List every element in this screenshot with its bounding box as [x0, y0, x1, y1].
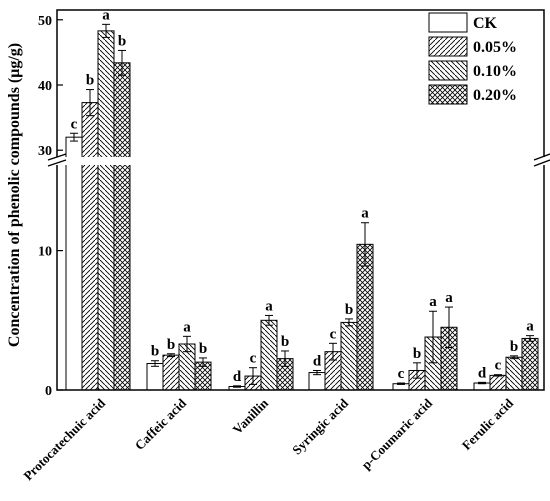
error-bar [183, 335, 191, 353]
error-bar [526, 335, 534, 342]
y-axis-title: Concentration of phenolic compounds (μg/… [6, 43, 23, 347]
error-bars-layer [70, 23, 534, 388]
error-bar [70, 132, 78, 142]
x-category-label: Syringic acid [289, 395, 351, 457]
axis-break [47, 153, 550, 167]
bar-020-5 [521, 337, 539, 391]
significance-label: b [167, 337, 175, 353]
error-bar [494, 374, 502, 377]
error-bar [233, 385, 241, 388]
significance-label: c [250, 351, 257, 367]
legend-swatch [428, 84, 468, 105]
y-tick-label: 0 [45, 384, 52, 399]
legend-swatch [428, 36, 468, 57]
bar-010-3 [340, 321, 358, 391]
significance-label: a [445, 290, 453, 306]
legend: CK 0.05% 0.10% 0.20% [428, 12, 517, 105]
error-bar [102, 23, 110, 38]
bar-020-0 [113, 62, 131, 391]
bar-005-5 [489, 374, 507, 391]
significance-label: c [71, 116, 78, 132]
bar-010-5 [505, 356, 523, 391]
significance-label: d [313, 353, 322, 369]
bar-CK-3 [308, 372, 326, 391]
significance-label: b [151, 344, 159, 360]
x-category-label: Vanillin [230, 395, 272, 437]
significance-label: a [265, 298, 273, 314]
legend-item: 0.05% [428, 36, 517, 57]
bar-CK-0 [65, 136, 83, 391]
significance-label: a [429, 294, 437, 310]
error-bar [445, 306, 453, 348]
significance-label: a [526, 319, 534, 335]
significance-label: a [102, 7, 110, 23]
x-category-label: p-Coumaric acid [358, 395, 435, 472]
legend-swatch [428, 12, 468, 33]
significance-label: b [199, 341, 207, 357]
x-category-label: Caffeic acid [132, 395, 190, 453]
significance-label: c [495, 358, 502, 374]
error-bar [281, 350, 289, 367]
error-bar [199, 357, 207, 367]
error-bar [478, 381, 486, 385]
significance-label: b [510, 339, 518, 355]
y-tick-label: 40 [38, 79, 52, 94]
significance-label: a [361, 206, 369, 222]
significance-label: b [118, 33, 126, 49]
error-bar [167, 353, 175, 358]
significance-label: b [281, 334, 289, 350]
error-bar [329, 342, 337, 361]
y-tick-label: 30 [38, 144, 52, 159]
significance-label: d [478, 365, 487, 381]
bar-010-0 [97, 30, 115, 391]
significance-label: d [233, 369, 242, 385]
legend-label: CK [473, 15, 498, 32]
significance-label: b [413, 346, 421, 362]
legend-label: 0.05% [473, 39, 517, 56]
bar-CK-1 [146, 363, 164, 391]
legend-item: 0.20% [428, 84, 517, 105]
error-bar [413, 362, 421, 379]
error-bar [361, 222, 369, 267]
error-bar [118, 49, 126, 76]
error-bar [345, 318, 353, 327]
plot-frame [56, 9, 545, 391]
error-bar [249, 367, 257, 385]
significance-label: c [330, 326, 337, 342]
error-bar [429, 310, 437, 364]
legend-item: 0.10% [428, 60, 517, 81]
x-category-label: Protocatechuic acid [20, 395, 108, 483]
significance-label: a [183, 319, 191, 335]
bar-010-2 [260, 319, 278, 391]
x-axis: Protocatechuic acid Caffeic acid Vanillin S… [20, 385, 517, 483]
legend-swatch [428, 60, 468, 81]
significance-label: b [345, 302, 353, 318]
legend-label: 0.10% [473, 63, 517, 80]
bar-005-0 [81, 102, 99, 391]
legend-label: 0.20% [473, 87, 517, 104]
bar-005-1 [162, 354, 180, 391]
significance-label: c [398, 366, 405, 382]
y-axis: 0 10 30 40 50 [38, 14, 63, 399]
y-tick-label: 10 [38, 245, 52, 260]
error-bar [313, 369, 321, 376]
error-bar [265, 314, 273, 326]
error-bar [510, 355, 518, 360]
error-bar [151, 360, 159, 367]
error-bar [86, 89, 94, 117]
x-category-label: Ferulic acid [459, 395, 517, 453]
error-bar [397, 382, 405, 385]
significance-label: b [86, 73, 94, 89]
legend-item: CK [428, 12, 498, 33]
y-tick-label: 50 [38, 14, 52, 29]
